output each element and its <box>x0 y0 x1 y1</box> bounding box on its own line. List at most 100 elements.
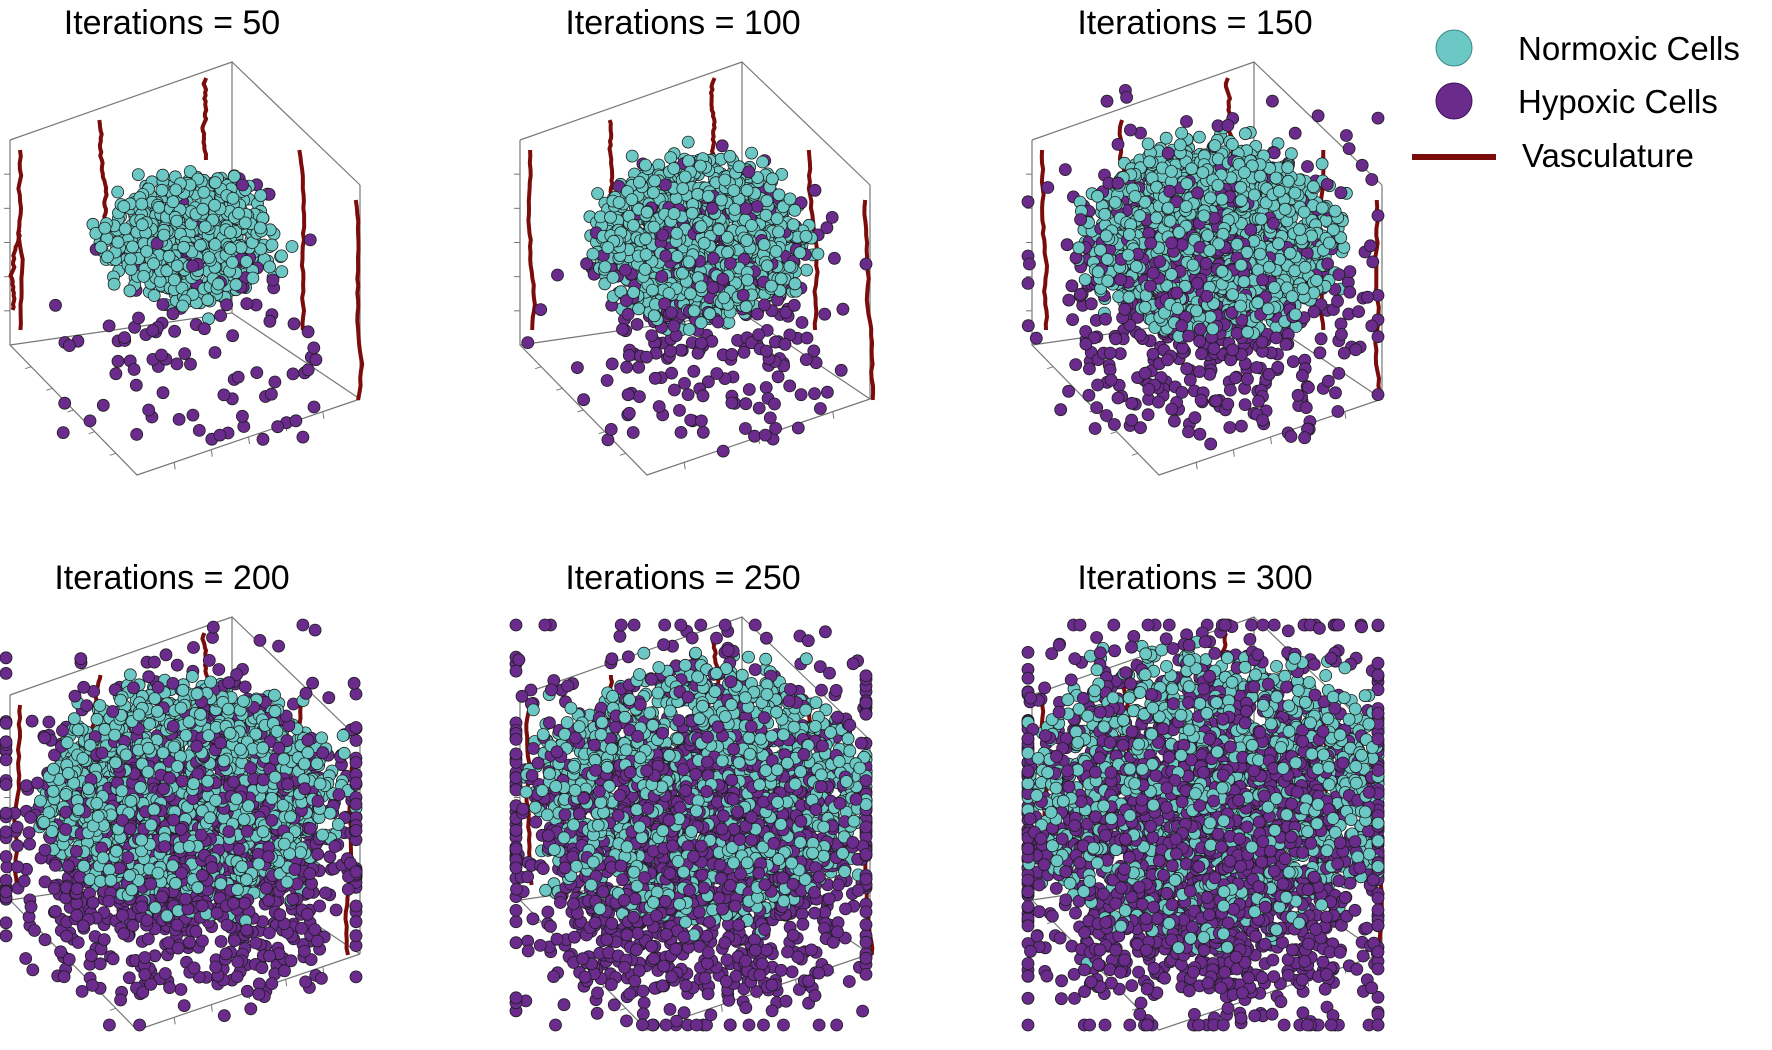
normoxic-cell <box>1225 137 1239 151</box>
normoxic-cell <box>682 255 696 269</box>
hypoxic-cell <box>645 329 659 343</box>
hypoxic-cell <box>1269 331 1283 345</box>
hypoxic-cell <box>1088 422 1102 435</box>
hypoxic-cell <box>808 387 821 401</box>
normoxic-cell <box>117 200 131 213</box>
hypoxic-cell <box>616 322 629 336</box>
normoxic-cell <box>170 259 184 273</box>
hypoxic-cell <box>768 397 781 411</box>
panel-200: Iterations = 200 <box>0 559 363 1032</box>
hypoxic-cell <box>155 348 168 362</box>
hypoxic-cell <box>1223 421 1237 434</box>
normoxic-cell <box>198 220 212 234</box>
axis-tick <box>210 449 213 457</box>
normoxic-cell <box>640 205 654 219</box>
normoxic-cell <box>147 289 161 303</box>
hypoxic-cell <box>1365 319 1379 333</box>
normoxic-cell <box>1203 191 1217 205</box>
panel-50: Iterations = 50 <box>4 4 365 476</box>
hypoxic-cell <box>771 370 785 384</box>
hypoxic-cell <box>571 361 584 375</box>
hypoxic-cell <box>674 425 688 439</box>
normoxic-cell <box>1099 229 1113 243</box>
hypoxic-cell <box>739 397 753 411</box>
normoxic-cell <box>1164 268 1178 281</box>
normoxic-cell <box>208 176 222 190</box>
normoxic-cell <box>612 196 626 210</box>
hypoxic-cell <box>684 413 698 427</box>
normoxic-cell <box>1269 171 1283 185</box>
normoxic-cell <box>169 183 183 197</box>
normoxic-cell <box>723 149 737 163</box>
hypoxic-cell <box>1199 257 1213 270</box>
normoxic-cell <box>275 265 289 279</box>
hypoxic-cell <box>630 317 644 331</box>
normoxic-cell <box>1278 202 1292 216</box>
hypoxic-cell <box>622 406 636 420</box>
axis-tick <box>1047 366 1054 370</box>
hypoxic-cell <box>240 297 254 311</box>
axis-tick <box>109 452 116 456</box>
hypoxic-cell <box>1250 361 1264 374</box>
normoxic-cell <box>1185 162 1199 176</box>
normoxic-cell <box>647 309 661 323</box>
hypoxic-cell <box>750 200 764 213</box>
hypoxic-cell <box>706 281 720 295</box>
hypoxic-cell <box>783 379 797 393</box>
hypoxic-cell <box>694 414 708 428</box>
normoxic-cell <box>1315 201 1329 215</box>
hypoxic-cell <box>813 402 827 415</box>
hypoxic-cell <box>652 400 666 413</box>
axis-tick <box>322 411 325 419</box>
normoxic-cell <box>1133 209 1147 223</box>
hypoxic-cell <box>1190 276 1204 290</box>
vessel <box>353 199 365 401</box>
normoxic-cell <box>788 277 802 291</box>
normoxic-cell <box>1272 237 1285 251</box>
hypoxic-cell <box>129 378 143 392</box>
hypoxic-cell <box>197 322 211 336</box>
normoxic-cell <box>1241 325 1255 339</box>
hypoxic-cell <box>1060 238 1074 252</box>
normoxic-cell <box>1149 211 1163 225</box>
axis-tick <box>1110 431 1117 435</box>
hypoxic-cell <box>716 444 730 458</box>
normoxic-cell <box>140 244 154 258</box>
normoxic-cell <box>1159 131 1173 145</box>
hypoxic-cell <box>1161 146 1175 160</box>
hypoxic-cell <box>256 432 270 446</box>
normoxic-cell <box>1190 304 1203 318</box>
hypoxic-cell <box>787 298 801 312</box>
hypoxic-cell <box>26 963 40 977</box>
hypoxic-cell <box>1193 334 1207 348</box>
normoxic-cell <box>1206 322 1220 336</box>
hypoxic-cell <box>794 388 808 402</box>
hypoxic-cell <box>825 210 839 224</box>
normoxic-cell <box>697 236 711 250</box>
normoxic-cell <box>714 193 728 207</box>
normoxic-cell <box>1283 246 1297 260</box>
axis-tick <box>173 462 176 470</box>
normoxic-cell <box>757 238 771 252</box>
hypoxic-cell <box>1021 195 1035 209</box>
normoxic-cell <box>1272 184 1286 198</box>
hypoxic-cell <box>622 348 636 362</box>
hypoxic-cell <box>757 298 771 312</box>
hypoxic-cell <box>186 408 200 422</box>
normoxic-cell <box>234 241 248 255</box>
normoxic-cell <box>1078 273 1092 287</box>
axis-tick <box>1270 436 1272 445</box>
hypoxic-cell <box>1029 331 1043 345</box>
normoxic-cell <box>229 278 243 292</box>
normoxic-cell <box>1180 177 1194 191</box>
normoxic-cell <box>137 269 151 283</box>
normoxic-cell <box>667 162 681 175</box>
hypoxic-cell <box>673 403 686 417</box>
hypoxic-cell <box>301 363 315 377</box>
hypoxic-cell <box>1200 289 1214 303</box>
hypoxic-cell <box>1311 109 1325 123</box>
normoxic-cell <box>1254 212 1268 226</box>
hypoxic-cell <box>742 383 756 396</box>
normoxic-cell <box>756 155 770 169</box>
hypoxic-cell <box>1021 276 1035 290</box>
